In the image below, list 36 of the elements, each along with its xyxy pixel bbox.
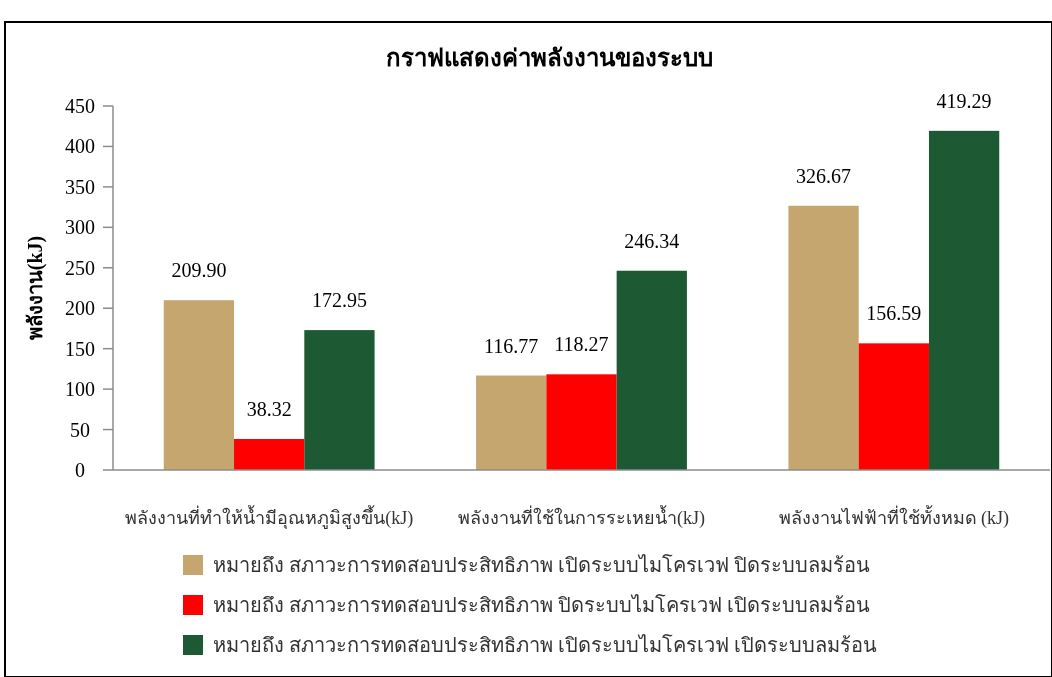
legend-label: หมายถึง สภาวะการทดสอบประสิทธิภาพ ปิดระบบไมโครเวฟ เปิดระบบลมร้อน bbox=[213, 594, 870, 616]
x-tick-label: พลังงานที่ใช้ในการระเหยน้ำ(kJ) bbox=[458, 505, 705, 530]
y-tick-label: 250 bbox=[65, 256, 95, 279]
y-tick-label: 300 bbox=[65, 216, 95, 239]
y-tick-label: 0 bbox=[75, 459, 85, 481]
bar bbox=[546, 374, 617, 470]
data-label: 246.34 bbox=[624, 229, 680, 252]
legend-label: หมายถึง สภาวะการทดสอบประสิทธิภาพ เปิดระบบไมโครเวฟ เปิดระบบลมร้อน bbox=[213, 634, 877, 656]
y-axis-title: พลังงาน(kJ) bbox=[24, 235, 47, 341]
bar bbox=[476, 375, 547, 470]
data-label: 172.95 bbox=[311, 289, 367, 312]
x-tick-label: พลังงานไฟฟ้าที่ใช้ทั้งหมด (kJ) bbox=[778, 505, 1010, 530]
y-tick-label: 150 bbox=[65, 337, 95, 360]
y-tick-label: 350 bbox=[65, 175, 95, 198]
chart-title: กราฟแสดงค่าพลังงานของระบบ bbox=[385, 45, 713, 72]
bar bbox=[858, 343, 929, 470]
bar bbox=[928, 130, 1000, 470]
data-label: 116.77 bbox=[484, 334, 539, 357]
bar bbox=[163, 300, 235, 470]
y-tick-label: 100 bbox=[65, 378, 95, 401]
y-tick-label: 200 bbox=[65, 297, 95, 320]
data-label: 118.27 bbox=[554, 333, 609, 356]
bar bbox=[788, 205, 859, 470]
data-label: 419.29 bbox=[936, 89, 992, 112]
x-tick-label: พลังงานที่ทำให้น้ำมีอุณหภูมิสูงขึ้น(kJ) bbox=[125, 505, 414, 530]
y-tick-label: 450 bbox=[65, 95, 95, 117]
data-label: 156.59 bbox=[866, 302, 922, 325]
y-tick-label: 50 bbox=[70, 418, 90, 441]
y-tick-label: 400 bbox=[65, 135, 95, 158]
legend-label: หมายถึง สภาวะการทดสอบประสิทธิภาพ เปิดระบบไมโครเวฟ ปิดระบบลมร้อน bbox=[213, 554, 870, 576]
data-label: 38.32 bbox=[246, 398, 292, 420]
data-label: 209.90 bbox=[171, 259, 227, 282]
bar bbox=[616, 270, 687, 470]
bar bbox=[234, 439, 305, 470]
bar bbox=[304, 330, 375, 470]
data-label: 326.67 bbox=[796, 164, 852, 187]
